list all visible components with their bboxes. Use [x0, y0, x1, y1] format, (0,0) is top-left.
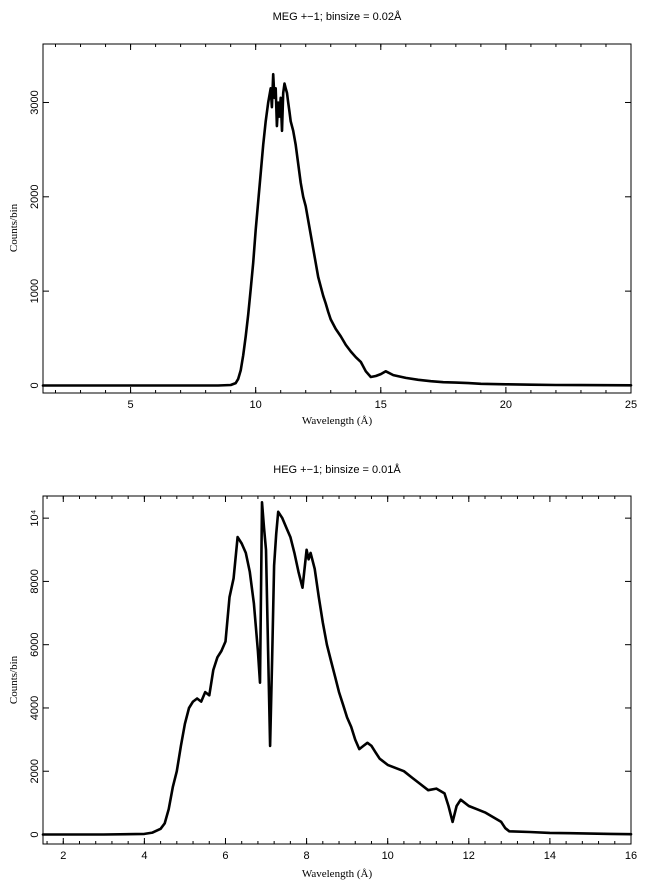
y-tick-label: 1000: [29, 279, 41, 303]
chart-title: MEG +−1; binsize = 0.02Å: [273, 10, 402, 23]
x-tick-label: 5: [128, 399, 134, 411]
x-tick-label: 12: [463, 850, 475, 862]
y-tick-label: 2000: [29, 185, 41, 209]
x-axis-label: Wavelength (Å): [302, 415, 373, 427]
y-tick-labels: 0 1000 2000 3000: [29, 90, 41, 388]
x-tick-label: 25: [625, 399, 637, 411]
x-tick-label: 2: [60, 850, 66, 862]
x-axis-label: Wavelength (Å): [302, 868, 373, 880]
y-tick-label: 3000: [29, 90, 41, 114]
y-tick-label: 8000: [29, 569, 41, 593]
chart-title: HEG +−1; binsize = 0.01Å: [273, 463, 401, 476]
heg-chart: HEG +−1; binsize = 0.01Å 2 4 6 8 10 12 14 16 0 2…: [8, 463, 637, 880]
y-tick-labels: 0 2000 4000 6000 8000 10⁴: [29, 509, 41, 837]
plot-frame: [42, 495, 632, 845]
y-tick-label: 2000: [29, 759, 41, 783]
x-tick-labels: 2 4 6 8 10 12 14 16: [60, 850, 637, 862]
x-tick-label: 14: [544, 850, 556, 862]
y-tick-label: 6000: [29, 632, 41, 656]
spectrum-line: [41, 501, 633, 836]
y-axis-label: Counts/bin: [8, 203, 20, 252]
x-tick-label: 10: [382, 850, 394, 862]
x-tick-label: 8: [304, 850, 310, 862]
x-tick-label: 15: [375, 399, 387, 411]
plot-frame: [42, 43, 632, 394]
tick-marks: [43, 496, 632, 844]
y-axis-label: Counts/bin: [8, 655, 20, 704]
y-tick-label: 0: [29, 382, 41, 388]
y-tick-label: 4000: [29, 696, 41, 720]
x-tick-label: 4: [141, 850, 147, 862]
spectrum-line: [41, 72, 633, 387]
meg-chart: MEG +−1; binsize = 0.02Å 5 10 15 20 25 0 1000…: [8, 10, 637, 427]
y-tick-label: 0: [29, 831, 41, 837]
x-tick-label: 16: [625, 850, 637, 862]
x-tick-labels: 5 10 15 20 25: [128, 399, 638, 411]
tick-marks: [43, 44, 632, 393]
x-tick-label: 20: [500, 399, 512, 411]
x-tick-label: 10: [250, 399, 262, 411]
x-tick-label: 6: [222, 850, 228, 862]
y-tick-label: 10⁴: [29, 509, 41, 526]
